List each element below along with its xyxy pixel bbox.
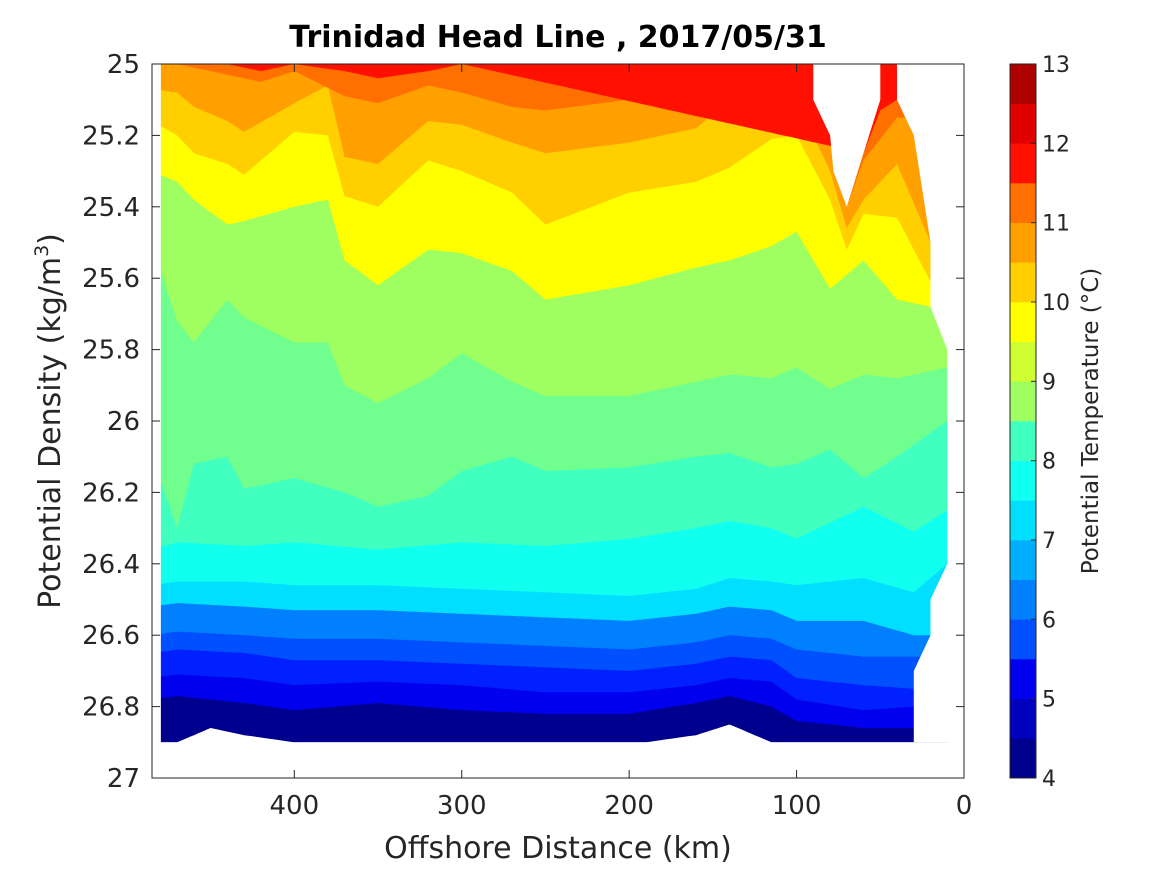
colorbar-segment [1010,500,1036,541]
y-axis: 25 25.2 25.4 25.6 25.8 26 26.2 26.4 26.6 26.8 27 [82,50,964,794]
colorbar-tick-label: 11 [1042,212,1070,237]
colorbar-tick-label: 5 [1042,688,1056,713]
colorbar-segment [1010,143,1036,184]
x-tick-label: 200 [604,791,654,821]
y-tick-label: 25.6 [82,264,140,294]
y-axis-label-superscript: 3 [31,245,53,257]
colorbar-frame [1009,63,1037,779]
colorbar-tick-label: 10 [1042,291,1070,316]
y-axis-label-main: Potential Density (kg/m [33,257,68,609]
colorbar-segment [1010,421,1036,461]
colorbar-segment [1010,460,1036,501]
colorbar-segment [1010,738,1036,779]
contour-band-12 [160,64,948,243]
y-tick-label: 25.2 [82,121,140,151]
colorbar-segment [1010,540,1036,580]
no-data-bottom [152,742,964,778]
colorbar-tick-label: 12 [1042,132,1070,157]
y-tick-label: 26.4 [82,550,140,580]
x-tick-label: 100 [772,791,822,821]
colorbar-segment [1010,103,1036,144]
colorbar-tick-label: 6 [1042,608,1056,633]
no-data-notch [813,64,881,207]
y-tick-label: 26.2 [82,478,140,508]
colorbar-segment [1010,619,1036,660]
colorbar-tick-label: 9 [1042,370,1056,395]
colorbar-segment [1010,183,1036,223]
x-tick-label: 400 [269,791,319,821]
colorbar-tick-label: 13 [1042,53,1070,78]
x-axis-label: Offshore Distance (km) [384,831,732,866]
y-tick-label: 25.8 [82,336,140,366]
colorbar-segment [1010,381,1036,422]
y-tick-label: 26 [107,407,140,437]
colorbar-tick-label: 7 [1042,529,1056,554]
y-tick-label: 25.4 [82,193,140,223]
no-data-right [897,64,964,743]
colorbar-tick-label: 4 [1042,767,1056,792]
colorbar-segment [1010,341,1036,382]
x-tick-label: 300 [437,791,487,821]
y-tick-label: 26.6 [82,621,140,651]
colorbar: 4 5 6 7 8 9 10 11 12 13 [1009,53,1070,792]
colorbar-label: Potential Temperature (°C) [1078,268,1104,575]
colorbar-segment [1010,579,1036,620]
colorbar-segment [1010,302,1036,342]
contour-band-14 [160,64,948,154]
y-tick-label: 25 [107,50,140,80]
colorbar-segment [1010,659,1036,699]
colorbar-segment [1010,698,1036,739]
colorbar-segment [1010,262,1036,303]
y-tick-label: 27 [107,764,140,794]
contour-fill-layer [160,64,948,743]
colorbar-tick-label: 8 [1042,450,1056,475]
x-axis: 400 300 200 100 0 [269,64,972,821]
colorbar-segment [1010,222,1036,263]
y-axis-label-close: ) [33,233,68,245]
y-tick-label: 26.8 [82,693,140,723]
y-axis-label: Potential Density (kg/m3) [31,233,68,609]
x-tick-label: 0 [956,791,973,821]
colorbar-segment [1010,64,1036,104]
chart-title: Trinidad Head Line , 2017/05/31 [289,20,826,55]
